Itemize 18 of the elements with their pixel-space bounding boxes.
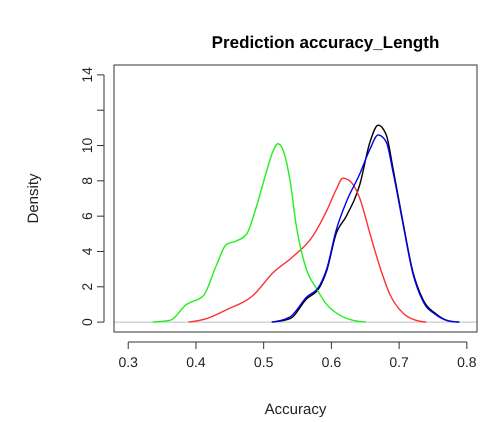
y-tick-label: 10: [79, 138, 95, 154]
x-tick-label: 0.4: [186, 354, 206, 370]
line-series: [188, 177, 427, 323]
x-tick-label: 0.6: [322, 354, 342, 370]
y-tick-label: 14: [79, 66, 95, 83]
y-tick-label: 4: [79, 247, 95, 256]
y-tick-label: 0: [79, 318, 95, 326]
x-tick-label: 0.7: [389, 354, 410, 370]
y-tick-label: 6: [79, 212, 95, 220]
x-tick-label: 0.3: [118, 354, 138, 370]
x-tick-label: 0.5: [254, 354, 274, 370]
y-tick-label: 2: [79, 282, 95, 291]
line-series: [152, 143, 367, 323]
y-axis-title: Density: [25, 173, 42, 224]
chart-title: Prediction accuracy_Length: [212, 33, 440, 52]
x-axis-title: Accuracy: [264, 401, 327, 418]
x-tick-label: 0.8: [457, 354, 477, 370]
y-tick-label: 8: [79, 176, 95, 185]
